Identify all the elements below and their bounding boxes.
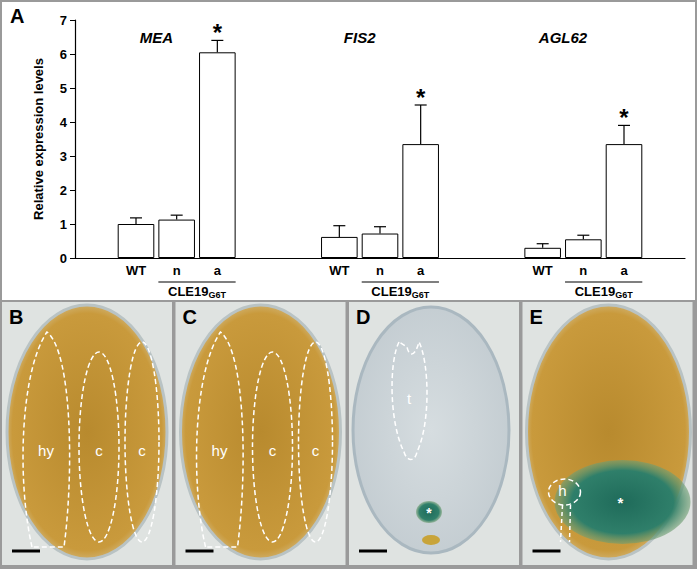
- svg-text:n: n: [579, 263, 587, 278]
- svg-text:MEA: MEA: [140, 29, 173, 46]
- svg-text:WT: WT: [533, 263, 553, 278]
- svg-text:G6T: G6T: [615, 290, 633, 300]
- svg-text:t: t: [407, 390, 412, 407]
- svg-text:*: *: [618, 494, 624, 511]
- svg-text:A: A: [10, 5, 24, 27]
- svg-text:a: a: [620, 263, 628, 278]
- svg-text:4: 4: [60, 115, 68, 130]
- svg-text:*: *: [213, 19, 223, 46]
- svg-text:a: a: [417, 263, 425, 278]
- svg-text:6: 6: [60, 47, 67, 62]
- svg-text:3: 3: [60, 149, 67, 164]
- svg-text:hy: hy: [38, 442, 54, 459]
- svg-text:*: *: [416, 84, 426, 111]
- svg-text:1: 1: [60, 217, 67, 232]
- svg-text:*: *: [426, 505, 432, 521]
- svg-text:B: B: [9, 306, 23, 328]
- svg-text:G6T: G6T: [208, 290, 226, 300]
- svg-text:D: D: [356, 306, 370, 328]
- svg-text:Relative expression levels: Relative expression levels: [31, 58, 46, 220]
- svg-text:*: *: [619, 104, 629, 131]
- svg-text:c: c: [138, 442, 146, 459]
- svg-text:WT: WT: [329, 263, 349, 278]
- svg-text:0: 0: [60, 251, 67, 266]
- svg-text:CLE19: CLE19: [168, 284, 208, 299]
- svg-text:5: 5: [60, 81, 67, 96]
- svg-text:G6T: G6T: [412, 290, 430, 300]
- svg-text:7: 7: [60, 13, 67, 28]
- svg-text:h: h: [558, 482, 566, 499]
- svg-text:C: C: [183, 306, 197, 328]
- svg-text:hy: hy: [212, 442, 228, 459]
- svg-text:AGL62: AGL62: [538, 29, 588, 46]
- svg-text:2: 2: [60, 183, 67, 198]
- svg-text:c: c: [312, 442, 320, 459]
- svg-text:n: n: [376, 263, 384, 278]
- svg-text:n: n: [173, 263, 181, 278]
- svg-text:E: E: [530, 306, 543, 328]
- svg-text:FIS2: FIS2: [344, 29, 376, 46]
- svg-text:c: c: [95, 442, 103, 459]
- svg-text:CLE19: CLE19: [575, 284, 615, 299]
- svg-text:a: a: [214, 263, 222, 278]
- svg-text:c: c: [269, 442, 277, 459]
- svg-text:WT: WT: [126, 263, 146, 278]
- svg-text:CLE19: CLE19: [371, 284, 411, 299]
